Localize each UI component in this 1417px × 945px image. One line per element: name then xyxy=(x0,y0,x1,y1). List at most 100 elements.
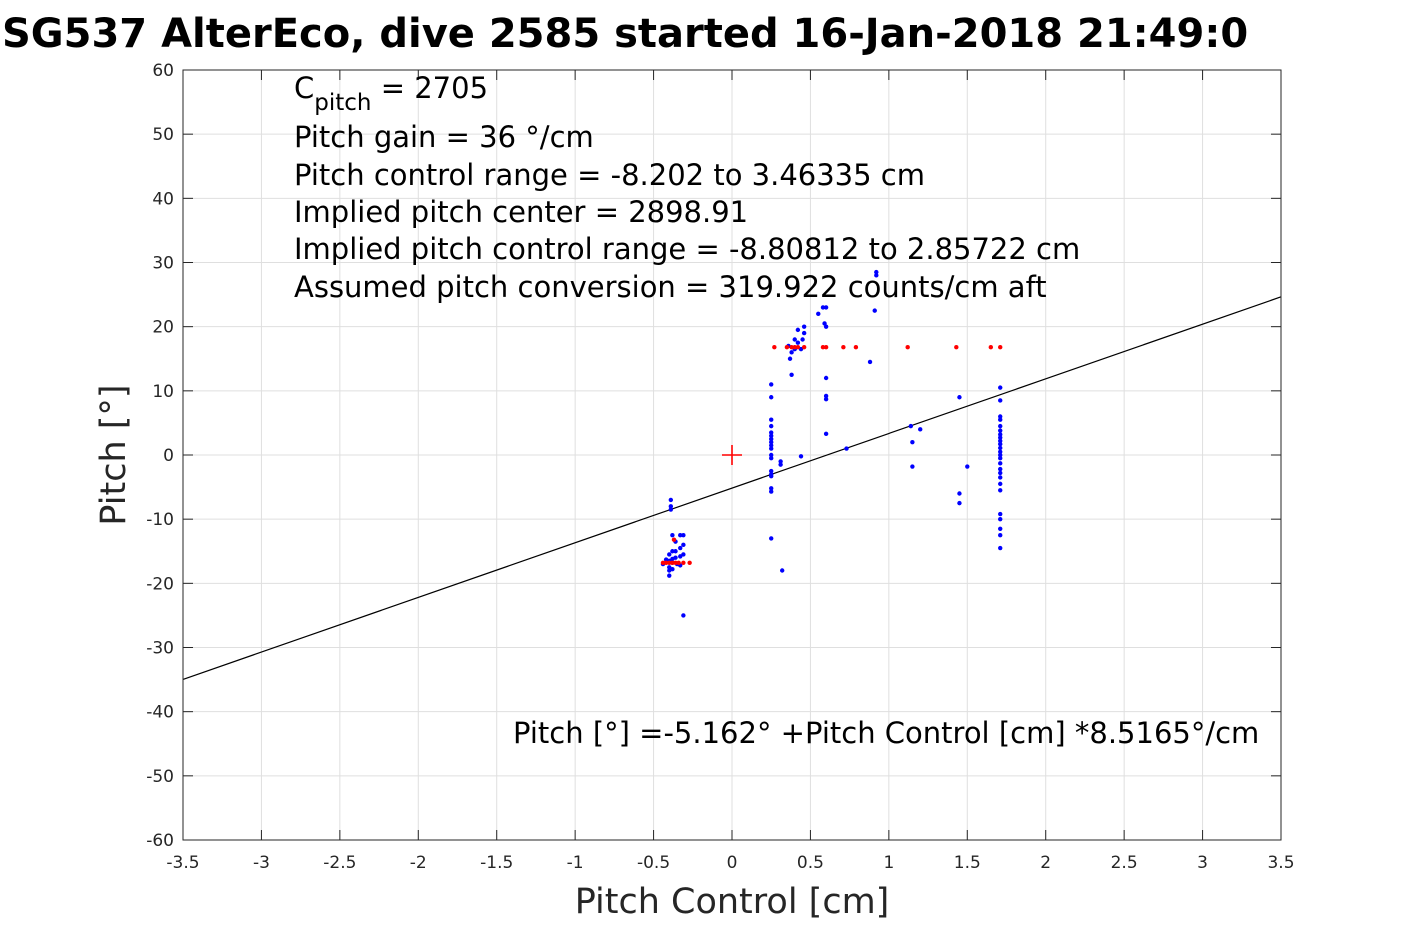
observed-point xyxy=(820,305,826,310)
observed-point xyxy=(769,382,774,387)
x-tick-label: 2 xyxy=(1040,853,1051,873)
x-tick-label: 0 xyxy=(727,853,738,873)
observed-point xyxy=(778,462,783,467)
observed-point xyxy=(792,337,797,342)
y-tick-label: 40 xyxy=(152,189,174,209)
c-pitch-main: C xyxy=(294,71,314,105)
c-pitch-annotation: Cpitch = 2705 xyxy=(294,71,488,116)
observed-point xyxy=(998,526,1003,531)
x-tick-label: -1.5 xyxy=(480,853,513,873)
observed-point xyxy=(998,385,1003,390)
observed-point xyxy=(801,324,807,329)
model-point xyxy=(673,560,678,565)
observed-point xyxy=(908,423,914,429)
observed-point xyxy=(998,533,1003,538)
observed-point xyxy=(998,511,1003,517)
axis-ticks: -3.5 -3 -2.5 -2 -1.5 -1 -0.5 0 0.5 1 1.5 2 2.5 3 3.5 -6… xyxy=(146,61,1294,873)
observed-point xyxy=(998,428,1003,433)
x-tick-label: 1.5 xyxy=(954,853,981,873)
model-point xyxy=(998,345,1003,350)
y-tick-label: -50 xyxy=(146,767,174,787)
observed-point xyxy=(789,372,794,377)
data-points xyxy=(660,269,1003,618)
y-tick-label: 10 xyxy=(152,382,174,402)
model-point xyxy=(792,345,797,350)
observed-point xyxy=(795,327,801,333)
observed-point xyxy=(910,439,915,445)
observed-point xyxy=(998,466,1003,472)
fit-equation-annotation: Pitch [°] =-5.162° +Pitch Control [cm] *… xyxy=(513,716,1259,750)
observed-point xyxy=(667,552,672,557)
observed-point xyxy=(823,431,829,437)
observed-point xyxy=(998,456,1003,461)
model-point xyxy=(820,345,826,350)
observed-point xyxy=(670,533,675,538)
observed-point xyxy=(769,436,774,442)
observed-point xyxy=(998,398,1003,403)
observed-point xyxy=(681,542,686,548)
x-tick-label: 3.5 xyxy=(1267,853,1294,873)
observed-point xyxy=(998,445,1003,451)
observed-point xyxy=(769,489,774,494)
model-point xyxy=(988,345,994,350)
observed-point xyxy=(769,456,774,461)
model-point xyxy=(784,345,790,350)
fit-line-layer xyxy=(182,296,1282,680)
model-point xyxy=(853,345,859,350)
y-axis-label: Pitch [°] xyxy=(94,384,134,525)
model-point xyxy=(670,560,675,565)
x-tick-label: -3.5 xyxy=(166,853,199,873)
x-tick-label: -2.5 xyxy=(323,853,356,873)
observed-point xyxy=(668,507,674,512)
observed-point xyxy=(778,459,783,464)
observed-point xyxy=(874,273,879,278)
model-point xyxy=(823,345,829,350)
observed-point xyxy=(867,359,873,365)
observed-point xyxy=(769,430,774,435)
x-tick-label: 2.5 xyxy=(1111,853,1138,873)
y-tick-label: 50 xyxy=(152,125,174,145)
observed-point xyxy=(769,423,774,429)
observed-point xyxy=(816,311,821,317)
observed-point xyxy=(670,549,675,554)
model-point xyxy=(667,560,672,565)
model-point xyxy=(663,560,669,565)
observed-point xyxy=(998,449,1003,454)
observed-point xyxy=(801,330,807,336)
observed-point xyxy=(998,461,1003,466)
x-tick-label: 1 xyxy=(883,853,894,873)
center-marker-layer xyxy=(722,445,742,465)
model-point xyxy=(801,345,807,350)
observed-point xyxy=(667,573,672,578)
observed-point xyxy=(998,435,1003,440)
observed-point xyxy=(769,439,774,445)
model-point xyxy=(789,345,794,350)
observed-point xyxy=(998,516,1003,522)
observed-point xyxy=(998,441,1003,447)
y-tick-label: 0 xyxy=(163,446,174,466)
observed-point xyxy=(965,464,970,469)
observed-point xyxy=(769,473,774,479)
model-point xyxy=(687,560,692,565)
observed-point xyxy=(998,475,1003,480)
observed-point xyxy=(769,443,774,448)
y-tick-label: -60 xyxy=(146,831,174,851)
observed-point xyxy=(823,393,829,399)
observed-point xyxy=(998,452,1003,458)
observed-point xyxy=(668,497,674,503)
x-axis-label: Pitch Control [cm] xyxy=(575,882,890,922)
observed-point xyxy=(681,533,686,538)
observed-point xyxy=(681,613,686,618)
observed-point xyxy=(769,446,774,451)
y-tick-label: -20 xyxy=(146,574,174,594)
observed-point xyxy=(789,350,794,355)
pitch-gain-annotation: Pitch gain = 36 °/cm xyxy=(294,120,594,154)
model-point xyxy=(671,537,677,542)
observed-point xyxy=(844,446,849,451)
observed-point xyxy=(678,545,683,551)
chart-title: SG537 AlterEco, dive 2585 started 16-Jan… xyxy=(2,11,1248,57)
observed-point xyxy=(998,438,1003,444)
assumed-pitch-conversion-annotation: Assumed pitch conversion = 319.922 count… xyxy=(294,270,1047,304)
model-point xyxy=(795,345,801,350)
